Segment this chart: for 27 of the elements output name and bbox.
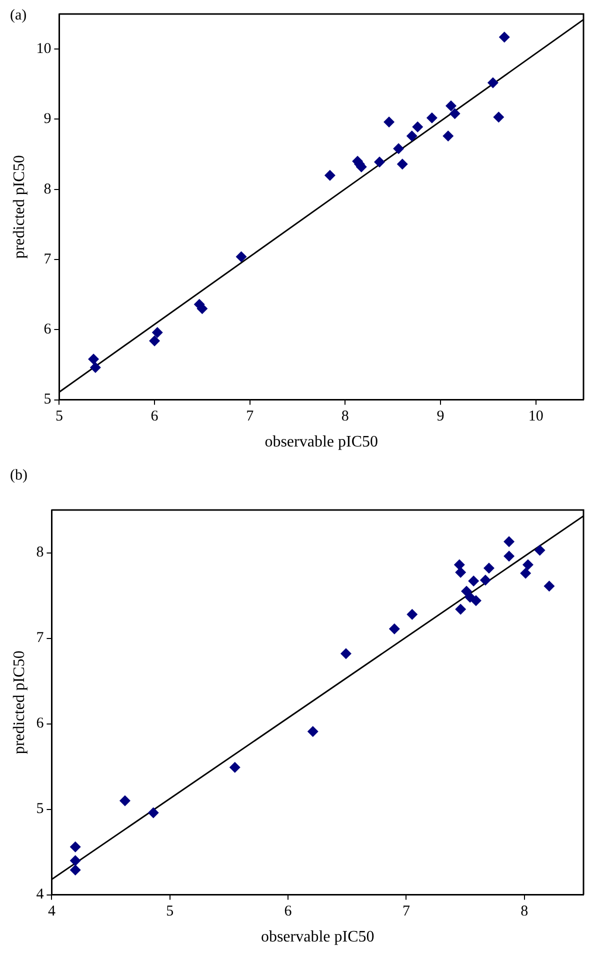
y-axis-title: predicted pIC50	[10, 650, 28, 754]
x-tick-label: 5	[166, 904, 174, 920]
text: (b)	[10, 467, 28, 484]
x-tick-label: 8	[341, 408, 349, 425]
y-tick-label: 6	[44, 322, 52, 338]
y-tick-label: 10	[36, 41, 52, 58]
x-tick-label: 6	[284, 904, 292, 920]
y-tick-label: 5	[36, 801, 44, 818]
y-tick-label: 7	[36, 630, 44, 646]
y-tick-label: 6	[36, 716, 44, 732]
x-tick-label: 6	[150, 408, 159, 425]
y-axis-title: predicted pIC50	[10, 155, 28, 259]
y-tick-label: 5	[44, 392, 52, 408]
y-tick-label: 4	[36, 886, 44, 903]
x-tick-label: 10	[528, 408, 544, 425]
text: (a)	[10, 7, 27, 24]
x-axis-title: observable pIC50	[264, 434, 378, 451]
x-tick-label: 5	[55, 408, 63, 425]
y-tick-label: 9	[44, 111, 52, 128]
y-tick-label: 8	[44, 181, 52, 198]
y-tick-label: 8	[36, 544, 44, 561]
x-tick-label: 7	[402, 904, 410, 920]
x-tick-label: 8	[520, 904, 528, 920]
y-tick-label: 7	[44, 251, 52, 268]
x-tick-label: 7	[246, 408, 254, 425]
x-axis-title: observable pIC50	[260, 928, 374, 946]
x-tick-label: 9	[436, 408, 444, 425]
